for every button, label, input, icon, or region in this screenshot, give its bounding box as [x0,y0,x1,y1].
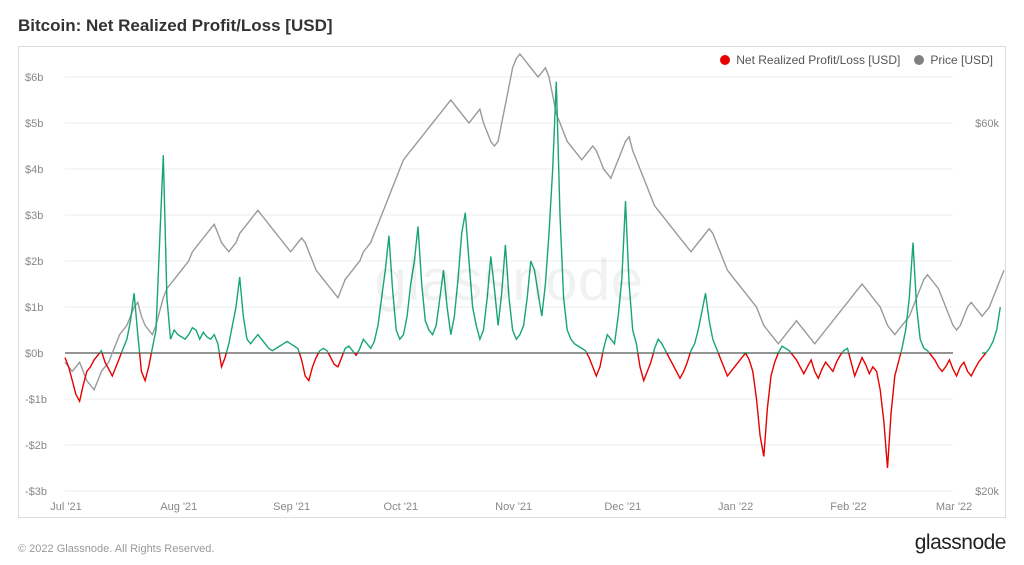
chart-title: Bitcoin: Net Realized Profit/Loss [USD] [18,16,1006,36]
plot-area: glassnode [65,77,953,491]
legend-label-pl: Net Realized Profit/Loss [USD] [736,53,900,67]
y-right-tick: $20k [975,486,999,498]
legend-item-price: Price [USD] [914,53,993,67]
legend-label-price: Price [USD] [930,53,993,67]
x-tick: Feb '22 [830,501,866,513]
x-tick: Oct '21 [384,501,419,513]
y-left-tick: $2b [25,256,43,268]
y-left-tick: $5b [25,118,43,130]
x-tick: Dec '21 [604,501,641,513]
y-left-tick: $0b [25,348,43,360]
y-left-tick: $6b [25,72,43,84]
x-tick: Jul '21 [50,501,81,513]
x-tick: Aug '21 [160,501,197,513]
y-left-tick: $3b [25,210,43,222]
legend-swatch-price [914,55,924,65]
y-left-tick: -$1b [25,394,47,406]
x-tick: Mar '22 [936,501,972,513]
x-tick: Nov '21 [495,501,532,513]
x-tick: Sep '21 [273,501,310,513]
brand-logo: glassnode [915,531,1006,555]
plot-svg [65,77,953,491]
y-right-tick: $60k [975,118,999,130]
legend-item-pl: Net Realized Profit/Loss [USD] [720,53,900,67]
y-left-tick: -$3b [25,486,47,498]
y-left-tick: $4b [25,164,43,176]
y-left-tick: -$2b [25,440,47,452]
chart-frame: Net Realized Profit/Loss [USD] Price [US… [18,46,1006,518]
copyright: © 2022 Glassnode. All Rights Reserved. [18,543,214,555]
legend: Net Realized Profit/Loss [USD] Price [US… [720,53,993,67]
x-tick: Jan '22 [718,501,753,513]
legend-swatch-pl [720,55,730,65]
y-left-tick: $1b [25,302,43,314]
